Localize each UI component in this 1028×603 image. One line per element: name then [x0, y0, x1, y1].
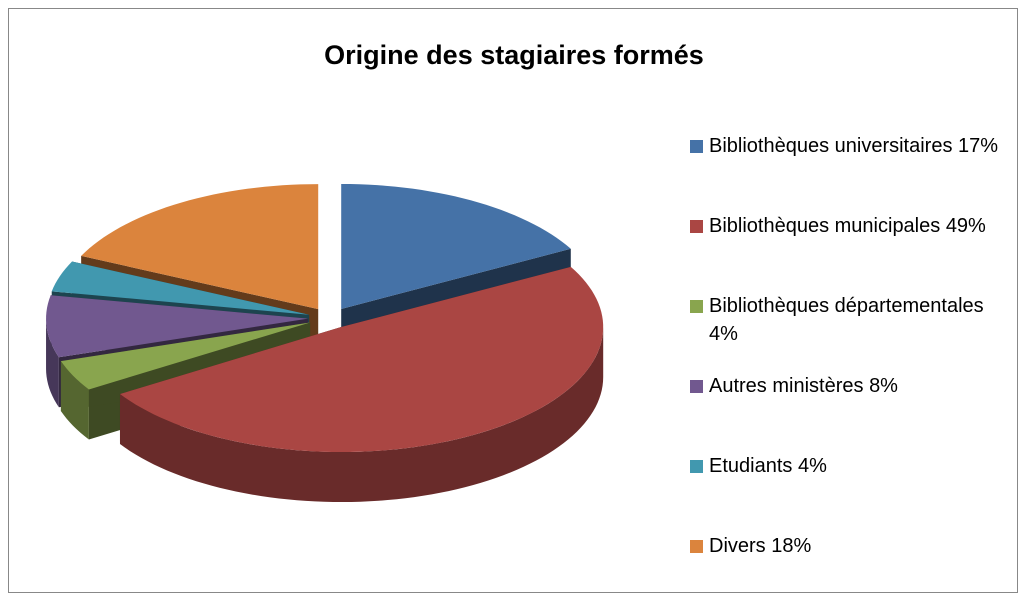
legend-item: Etudiants 4%: [690, 452, 1010, 532]
legend-label: Autres ministères: [709, 375, 864, 397]
slice: [46, 295, 309, 358]
legend-text: Autres ministères 8%: [709, 372, 999, 400]
slice: [60, 322, 311, 390]
legend-value: 4%: [709, 323, 738, 345]
slice-wall: [46, 318, 59, 408]
legend-swatch: [690, 380, 703, 393]
legend-item: Divers 18%: [690, 532, 1010, 603]
slice: [119, 266, 604, 453]
slice: [51, 261, 310, 315]
legend-label: Etudiants: [709, 455, 793, 477]
legend-value: 49%: [945, 215, 986, 237]
legend: Bibliothèques universitaires 17% Biblioth…: [690, 132, 1010, 603]
legend-value: 4%: [797, 455, 827, 477]
chart-title: Origine des stagiaires formés: [324, 40, 704, 70]
slice-wall: [119, 327, 604, 503]
legend-text: Bibliothèques universitaires 17%: [709, 132, 999, 160]
legend-swatch: [690, 460, 703, 473]
slice: [341, 183, 571, 309]
legend-text: Bibliothèques municipales 49%: [709, 212, 999, 240]
legend-swatch: [690, 300, 703, 313]
legend-label: Bibliothèques départementales: [709, 295, 984, 317]
legend-label: Bibliothèques municipales: [709, 215, 941, 237]
legend-text: Etudiants 4%: [709, 452, 999, 480]
legend-label: Divers: [709, 535, 766, 557]
legend-text: Bibliothèques départementales 4%: [709, 292, 999, 348]
legend-item: Bibliothèques municipales 49%: [690, 212, 1010, 292]
legend-swatch: [690, 140, 703, 153]
legend-item: Bibliothèques universitaires 17%: [690, 132, 1010, 212]
legend-label: Bibliothèques universitaires: [709, 135, 953, 157]
slice: [81, 184, 319, 310]
slice-side: [60, 322, 311, 412]
legend-swatch: [690, 540, 703, 553]
legend-value: 18%: [771, 535, 812, 557]
legend-text: Divers 18%: [709, 532, 999, 560]
legend-value: 8%: [869, 375, 898, 397]
chart-frame: [8, 8, 1018, 593]
legend-item: Bibliothèques départementales 4%: [690, 292, 1010, 372]
legend-value: 17%: [958, 135, 999, 157]
legend-swatch: [690, 220, 703, 233]
legend-item: Autres ministères 8%: [690, 372, 1010, 452]
slice-wall: [60, 361, 89, 440]
